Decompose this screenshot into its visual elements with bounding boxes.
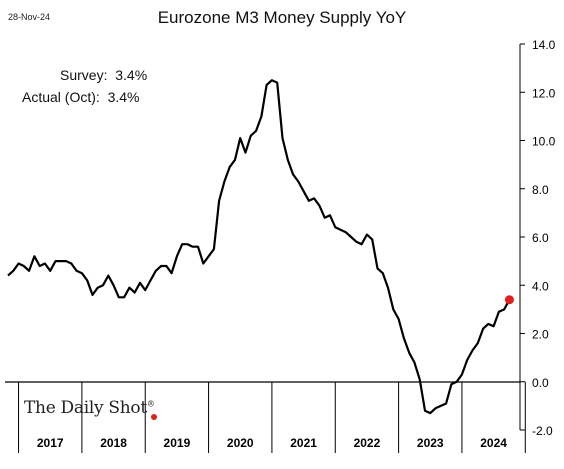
x-tick-label-2020: 2020 [227, 436, 254, 450]
brand-name: The Daily Shot [24, 398, 147, 418]
chart-title: Eurozone M3 Money Supply YoY [157, 8, 407, 27]
y-tick-label: 0.0 [532, 376, 549, 390]
y-tick-label: 14.0 [532, 38, 556, 52]
brand-registered-mark: ® [146, 399, 155, 409]
x-tick-label-2021: 2021 [290, 436, 317, 450]
y-tick-label: 10.0 [532, 135, 556, 149]
y-tick-label: 2.0 [532, 328, 549, 342]
x-tick-label-2024: 2024 [480, 436, 507, 450]
y-tick-label: 4.0 [532, 279, 549, 293]
x-tick-label-2019: 2019 [164, 436, 191, 450]
y-tick-label: 12.0 [532, 86, 556, 100]
chart-date: 28-Nov-24 [8, 12, 51, 22]
actual-annotation: Actual (Oct): 3.4% [22, 89, 140, 105]
y-ticks: -2.0 0.0 2.0 4.0 6.0 8.0 10.0 12.0 14.0 [520, 38, 556, 438]
x-tick-label-2018: 2018 [100, 436, 127, 450]
y-tick-label: 8.0 [532, 183, 549, 197]
brand-dot [151, 414, 157, 420]
y-tick-label: -2.0 [532, 424, 553, 438]
series-line-m3-yoy [7, 79, 511, 415]
y-tick-label: 6.0 [532, 231, 549, 245]
x-tick-label-2023: 2023 [417, 436, 444, 450]
x-tick-label-2022: 2022 [354, 436, 381, 450]
brand-logo: The Daily Shot® [24, 398, 155, 418]
survey-annotation: Survey: 3.4% [60, 67, 148, 83]
x-tick-label-2017: 2017 [37, 436, 64, 450]
x-tick-labels: 2017 2018 2019 2020 2021 2022 2023 2024 [37, 436, 507, 450]
y-axis: -2.0 0.0 2.0 4.0 6.0 8.0 10.0 12.0 14.0 [519, 38, 556, 438]
year-separators [18, 381, 526, 453]
latest-value-marker [504, 295, 514, 305]
